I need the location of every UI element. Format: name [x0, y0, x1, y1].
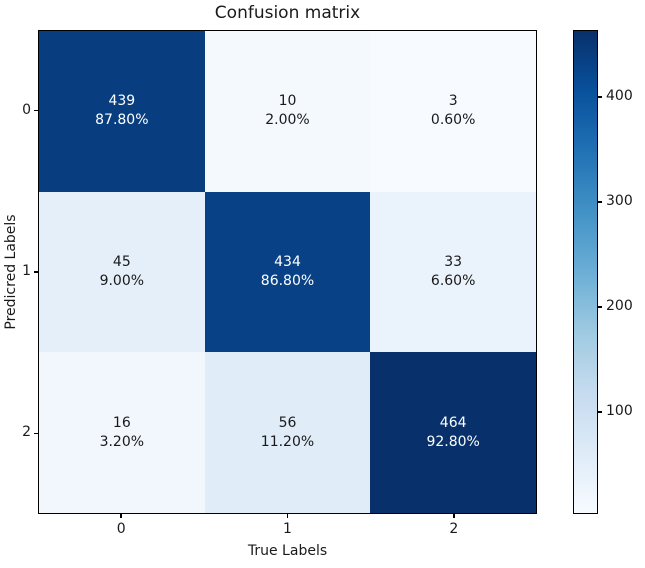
heatmap-cell: 10 2.00%: [204, 31, 371, 192]
cell-percent: 87.80%: [95, 112, 149, 129]
cell-count: 3: [448, 93, 458, 110]
colorbar-tick-mark: [598, 411, 602, 413]
cell-percent: 92.80%: [426, 433, 480, 450]
cell-count: 16: [112, 414, 131, 431]
cell-count: 464: [439, 414, 467, 431]
colorbar-tick-label: 400: [606, 88, 633, 105]
x-tick-label: 0: [116, 521, 126, 537]
cell-count: 10: [278, 93, 297, 110]
heatmap-cell: 33 6.60%: [370, 191, 536, 353]
cell-count: 434: [274, 253, 301, 270]
colorbar-tick-mark: [598, 306, 602, 308]
colorbar-tick-label: 200: [606, 298, 633, 315]
heatmap-cell: 3 0.60%: [370, 31, 536, 192]
tick-mark: [34, 109, 38, 112]
cell-count: 45: [112, 253, 131, 270]
cell-count: 56: [278, 414, 297, 431]
colorbar-tick-mark: [598, 96, 602, 98]
cell-percent: 3.20%: [99, 433, 145, 450]
x-axis-label: True Labels: [247, 543, 328, 559]
cell-count: 33: [444, 253, 463, 270]
colorbar: [573, 30, 598, 514]
colorbar-tick-mark: [598, 201, 602, 203]
cell-percent: 2.00%: [265, 112, 310, 129]
cell-percent: 6.60%: [430, 272, 476, 289]
y-tick-label: 0: [22, 101, 31, 118]
heatmap-cell: 56 11.20%: [204, 352, 371, 513]
y-tick-label: 2: [22, 424, 31, 441]
x-tick-label: 1: [283, 521, 292, 537]
chart-title: Confusion matrix: [214, 3, 361, 23]
heatmap-cell: 464 92.80%: [370, 352, 536, 513]
cell-percent: 9.00%: [99, 272, 145, 289]
colorbar-tick-label: 300: [606, 193, 633, 210]
cell-percent: 0.60%: [430, 112, 476, 129]
tick-mark: [286, 514, 289, 518]
tick-mark: [34, 271, 38, 273]
cell-percent: 11.20%: [260, 433, 315, 450]
heatmap-cell: 439 87.80%: [39, 31, 205, 192]
colorbar-tick-label: 100: [606, 403, 633, 420]
heatmap-grid: 439 87.80% 10 2.00% 3 0.60% 45 9.00% 434 86.80% 33…: [38, 30, 537, 514]
tick-mark: [34, 432, 38, 435]
cell-percent: 86.80%: [260, 272, 315, 289]
tick-mark: [453, 514, 455, 518]
y-tick-label: 1: [22, 263, 31, 279]
heatmap-cell: 434 86.80%: [204, 191, 371, 353]
tick-mark: [120, 514, 122, 518]
y-axis-label: Predicred Labels: [3, 214, 19, 330]
heatmap-cell: 16 3.20%: [39, 352, 205, 513]
heatmap-cell: 45 9.00%: [39, 191, 205, 353]
x-tick-label: 2: [449, 521, 459, 537]
cell-count: 439: [108, 93, 136, 110]
